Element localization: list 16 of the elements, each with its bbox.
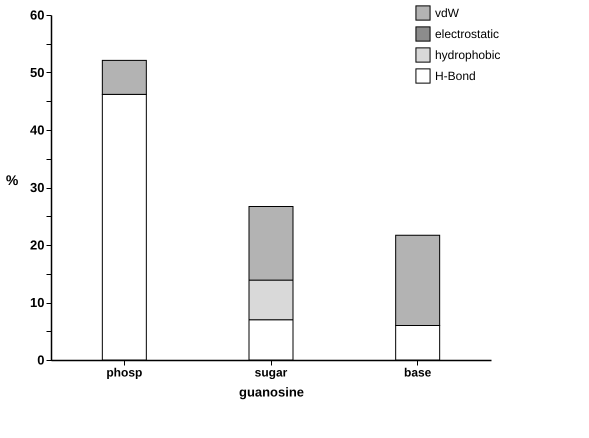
y-tick-label: 0 <box>37 352 44 368</box>
x-axis-title: guanosine <box>238 384 304 400</box>
y-tick-label: 40 <box>30 122 44 138</box>
x-tick-label: base <box>404 366 432 380</box>
x-tick-label: phosp <box>106 366 142 380</box>
y-tick-label: 10 <box>30 295 44 310</box>
legend-label: H-Bond <box>435 69 476 83</box>
y-tick-label: 60 <box>30 8 44 22</box>
y-tick-label: 20 <box>30 238 44 252</box>
y-tick-label: 50 <box>30 65 44 80</box>
y-tick-label: 30 <box>30 180 44 195</box>
legend-label: vdW <box>435 6 460 20</box>
y-axis-title: % <box>6 172 19 188</box>
x-tick-label: sugar <box>254 366 288 380</box>
legend-label: electrostatic <box>435 27 500 41</box>
legend-label: hydrophobic <box>435 48 500 62</box>
